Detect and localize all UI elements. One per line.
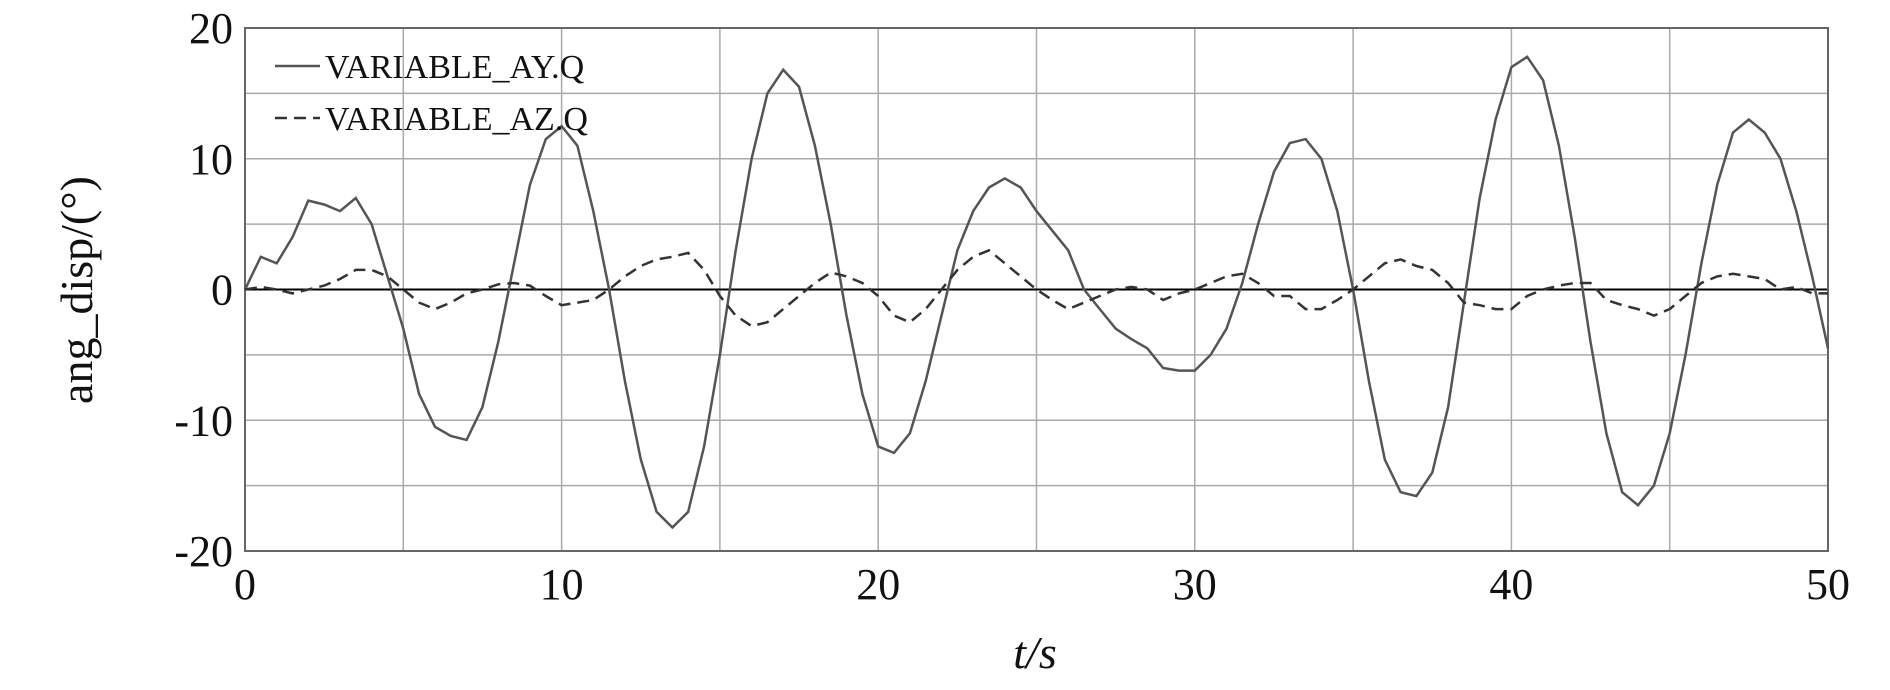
x-axis-label: t/s bbox=[1013, 627, 1056, 678]
x-tick-label: 20 bbox=[856, 560, 900, 609]
y-tick-label: -10 bbox=[174, 396, 233, 445]
x-tick-label: 30 bbox=[1173, 560, 1217, 609]
y-tick-label: 20 bbox=[189, 4, 233, 53]
legend-label: VARIABLE_AY.Q bbox=[325, 49, 584, 86]
y-tick-label: 10 bbox=[189, 135, 233, 184]
y-tick-label: 0 bbox=[211, 266, 233, 315]
y-axis-label: ang_disp/(°) bbox=[51, 176, 102, 404]
x-tick-label: 10 bbox=[540, 560, 584, 609]
y-tick-label: -20 bbox=[174, 527, 233, 576]
data-line bbox=[243, 55, 1830, 530]
x-tick-label: 40 bbox=[1489, 560, 1533, 609]
data-line bbox=[244, 248, 1828, 328]
x-tick-label: 0 bbox=[234, 560, 256, 609]
legend-label: VARIABLE_AZ.Q bbox=[325, 101, 588, 138]
x-tick-label: 50 bbox=[1806, 560, 1850, 609]
